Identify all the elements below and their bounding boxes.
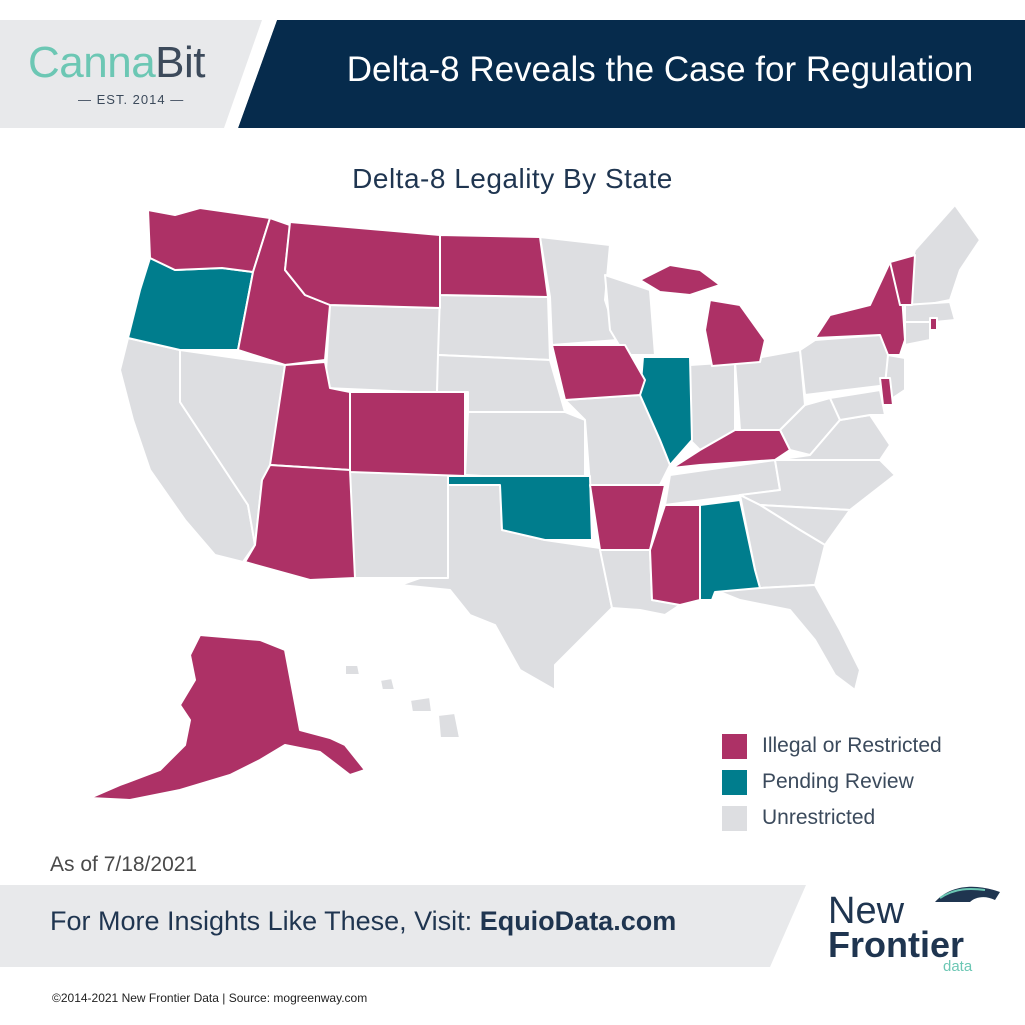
legend-item-illegal: Illegal or Restricted xyxy=(722,728,942,764)
brand-data: data xyxy=(943,958,973,975)
logo-canna: Canna xyxy=(28,38,156,87)
state-kansas xyxy=(464,411,586,477)
state-alaska xyxy=(89,634,366,801)
map-title: Delta-8 Legality By State xyxy=(352,163,673,194)
logo-bit: Bit xyxy=(155,38,206,87)
state-delaware xyxy=(879,377,894,406)
brand-frontier: Frontier xyxy=(828,924,965,965)
legend-label-unrestricted: Unrestricted xyxy=(762,806,876,829)
new-frontier-logo: New Frontier data xyxy=(825,880,1015,980)
state-massachusetts xyxy=(904,301,956,323)
legend-item-pending: Pending Review xyxy=(722,764,942,800)
footer-band xyxy=(0,885,806,967)
state-rhode-island xyxy=(929,317,938,331)
cannabit-logo: CannaBit — EST. 2014 — xyxy=(28,38,248,118)
state-iowa xyxy=(551,344,646,401)
state-south-dakota xyxy=(437,294,551,361)
state-maryland xyxy=(829,389,886,421)
footer-cta: For More Insights Like These, Visit: Equ… xyxy=(50,906,676,937)
state-washington xyxy=(147,207,271,273)
page-title: Delta-8 Reveals the Case for Regulation xyxy=(346,50,974,89)
copyright: ©2014-2021 New Frontier Data | Source: m… xyxy=(52,991,368,1005)
state-wisconsin xyxy=(604,274,656,356)
brand-new: New xyxy=(828,890,905,932)
state-north-dakota xyxy=(439,234,549,298)
legend-swatch-pending xyxy=(722,769,747,795)
legend-label-illegal: Illegal or Restricted xyxy=(762,734,942,757)
state-colorado xyxy=(349,391,466,477)
logo-tagline: — EST. 2014 — xyxy=(78,92,185,107)
state-mississippi xyxy=(649,504,701,606)
state-new-mexico xyxy=(349,469,449,579)
logo-wordmark: CannaBit xyxy=(28,38,206,88)
legend-swatch-unrestricted xyxy=(722,805,747,831)
legend-item-unrestricted: Unrestricted xyxy=(722,800,942,836)
legend-label-pending: Pending Review xyxy=(762,770,914,793)
horse-icon xyxy=(935,886,1000,902)
state-kentucky xyxy=(671,429,791,469)
state-hawaii xyxy=(344,664,461,739)
state-michigan xyxy=(639,264,766,367)
legend-swatch-illegal xyxy=(722,733,747,759)
state-montana xyxy=(284,221,441,309)
state-connecticut xyxy=(904,321,931,346)
footer-prefix: For More Insights Like These, Visit: xyxy=(50,906,480,936)
state-alabama xyxy=(699,499,761,601)
footer-link[interactable]: EquioData.com xyxy=(479,906,677,936)
header-bar xyxy=(224,20,1025,128)
state-vermont xyxy=(889,254,916,306)
state-oregon xyxy=(127,257,254,351)
map-legend: Illegal or Restricted Pending Review Unr… xyxy=(722,728,942,836)
state-florida xyxy=(709,584,861,691)
state-arizona xyxy=(244,464,356,581)
date-note: As of 7/18/2021 xyxy=(50,853,198,876)
state-wyoming xyxy=(324,304,441,394)
